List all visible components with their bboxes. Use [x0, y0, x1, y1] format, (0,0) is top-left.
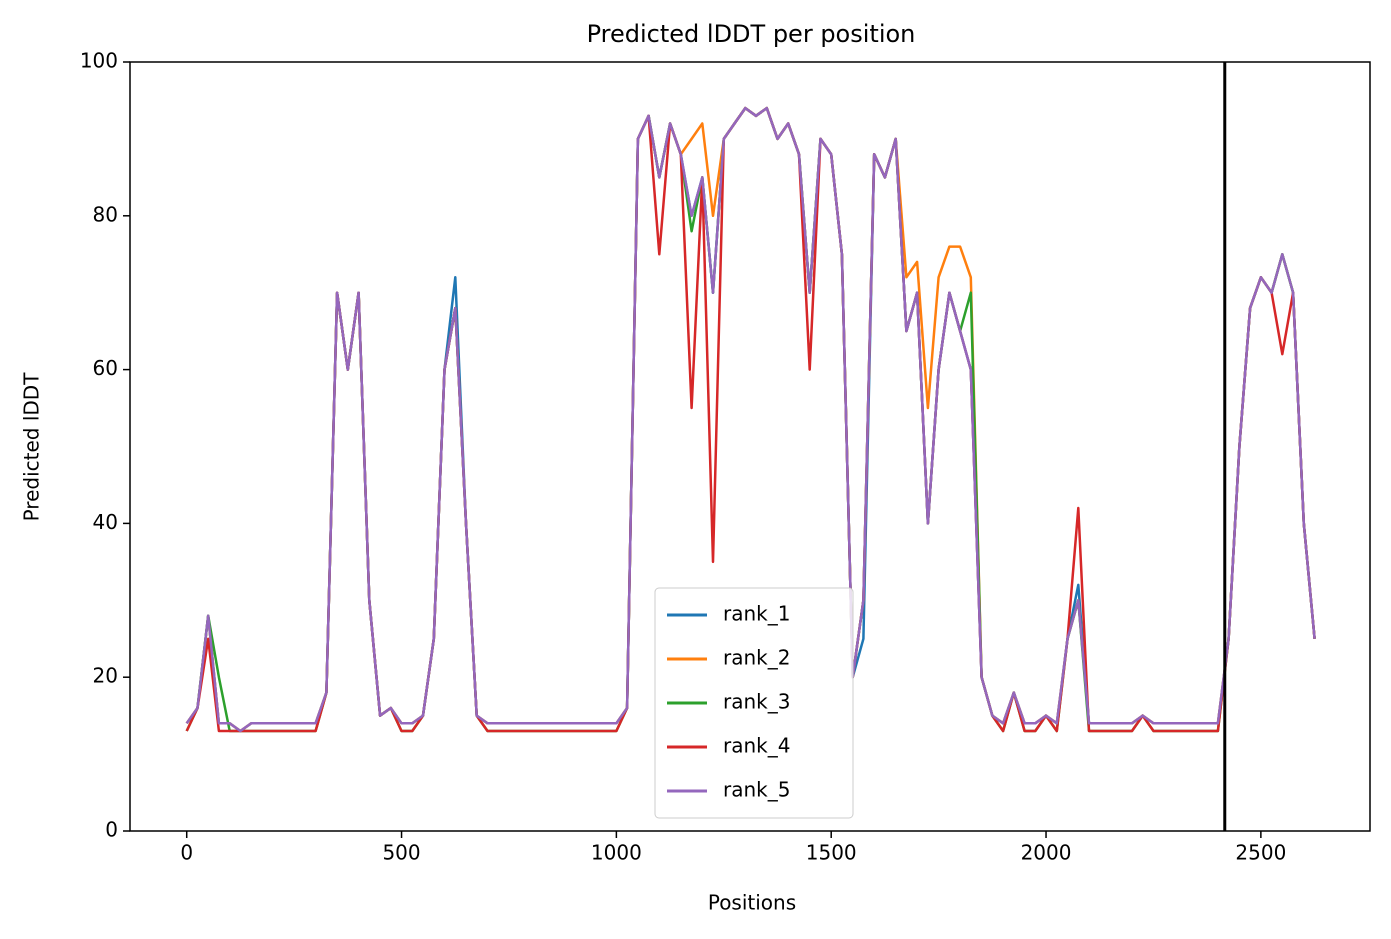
x-tick-label: 0 [180, 841, 193, 865]
x-axis-label: Positions [708, 891, 796, 915]
x-tick-label: 2500 [1235, 841, 1286, 865]
legend-label: rank_4 [723, 734, 790, 758]
y-axis-label: Predicted lDDT [20, 372, 44, 522]
y-tick-label: 60 [93, 356, 118, 380]
legend-label: rank_5 [723, 778, 790, 802]
y-tick-label: 20 [93, 664, 118, 688]
y-tick-label: 0 [105, 818, 118, 842]
y-tick-label: 80 [93, 202, 118, 226]
legend-label: rank_2 [723, 646, 790, 670]
x-tick-label: 500 [382, 841, 420, 865]
legend-box [654, 587, 854, 819]
plot-frame [129, 61, 1371, 832]
x-tick-label: 1500 [806, 841, 857, 865]
series-line [185, 106, 1316, 733]
y-tick-label: 100 [80, 49, 118, 73]
x-tick-label: 2000 [1021, 841, 1072, 865]
x-tick-label: 1000 [591, 841, 642, 865]
legend-label: rank_3 [723, 690, 790, 714]
legend-label: rank_1 [723, 602, 790, 626]
chart-title: Predicted lDDT per position [587, 20, 916, 48]
y-tick-label: 40 [93, 510, 118, 534]
